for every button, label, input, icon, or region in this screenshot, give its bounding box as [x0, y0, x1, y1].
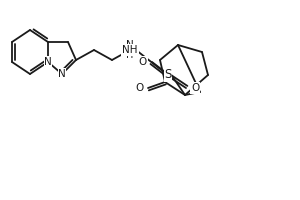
- Text: NH: NH: [122, 45, 138, 55]
- Text: S: S: [164, 68, 172, 82]
- Text: H: H: [126, 50, 134, 60]
- Text: N: N: [126, 40, 134, 50]
- Text: O: O: [191, 83, 199, 93]
- Text: O: O: [139, 57, 147, 67]
- Text: N: N: [58, 69, 66, 79]
- Text: O: O: [136, 83, 144, 93]
- Text: N: N: [44, 57, 52, 67]
